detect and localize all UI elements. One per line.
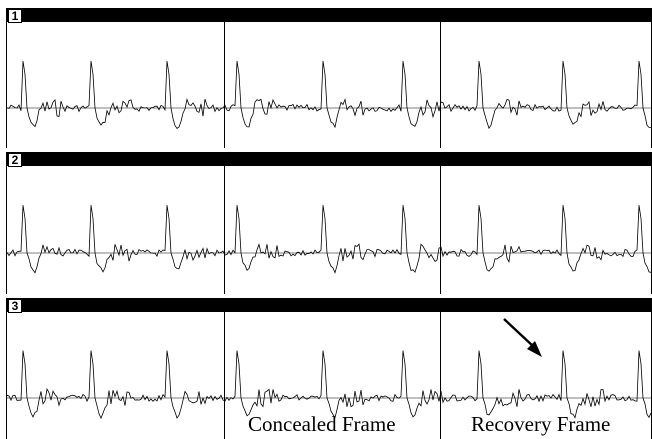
panel-header-bar xyxy=(6,152,652,166)
waveform-plot xyxy=(6,312,652,439)
waveform-plot xyxy=(6,22,652,148)
arrow-icon xyxy=(503,318,542,357)
panel-label: 2 xyxy=(8,153,22,167)
panel-label: 1 xyxy=(8,9,22,23)
waveform-panel-3: 3 xyxy=(6,298,652,439)
waveform-trace xyxy=(6,350,652,420)
panel-header-bar xyxy=(6,298,652,312)
waveform-trace xyxy=(6,205,652,274)
concealed-frame-caption: Concealed Frame xyxy=(248,412,396,436)
waveform-panel-2: 2 xyxy=(6,152,652,294)
panel-header-bar xyxy=(6,8,652,22)
panel-label: 3 xyxy=(8,299,22,313)
waveform-plot xyxy=(6,166,652,294)
recovery-frame-caption: Recovery Frame xyxy=(471,412,611,436)
waveform-trace xyxy=(6,60,651,130)
waveform-panel-1: 1 xyxy=(6,8,652,148)
